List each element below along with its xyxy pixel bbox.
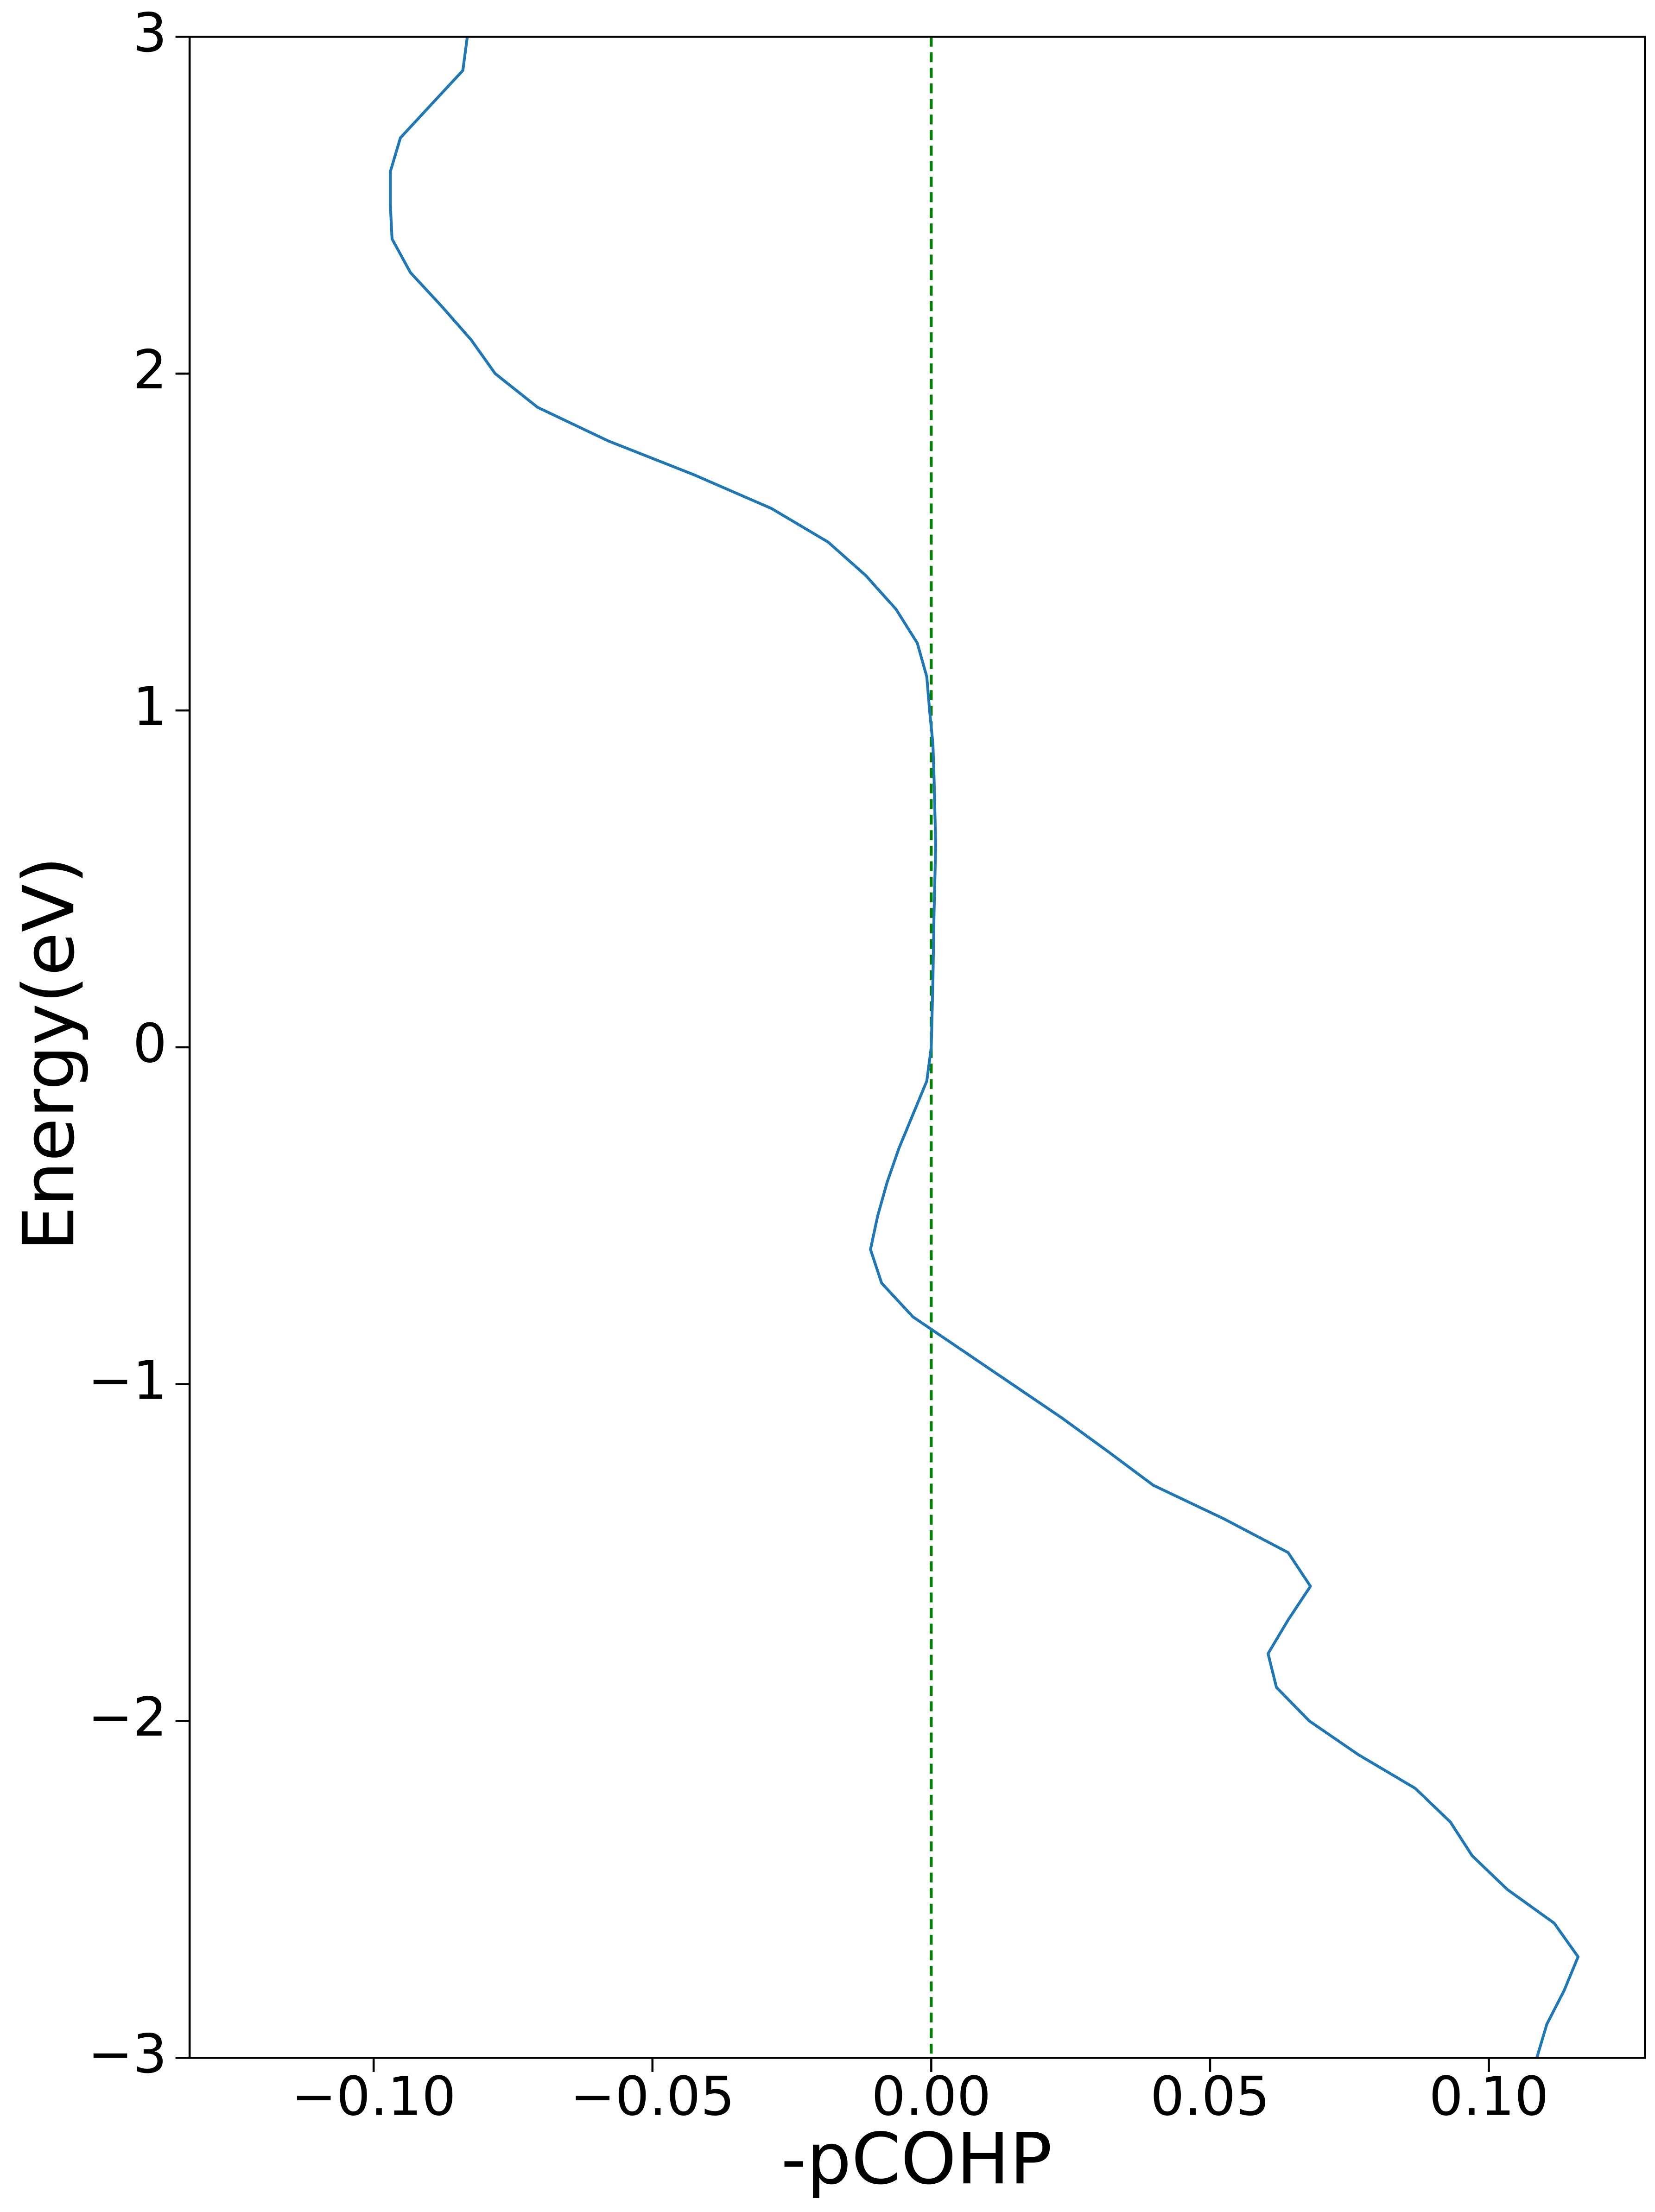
y-tick-label: −2 — [88, 1686, 167, 1749]
y-tick-label: −1 — [88, 1349, 167, 1412]
x-tick-label: −0.10 — [292, 2066, 456, 2128]
y-tick-label: −3 — [88, 2023, 167, 2085]
y-tick-label: 0 — [133, 1013, 167, 1075]
y-tick-label: 1 — [133, 676, 167, 738]
x-tick-label: −0.05 — [570, 2066, 735, 2128]
x-tick-label: 0.05 — [1150, 2066, 1270, 2128]
plot-frame — [188, 36, 1646, 2059]
x-tick-label: 0.00 — [871, 2066, 991, 2128]
x-axis-label: -pCOHP — [781, 2117, 1052, 2200]
x-tick-label: 0.10 — [1429, 2066, 1548, 2128]
y-axis-label: Energy(eV) — [7, 856, 90, 1251]
y-tick-label: 2 — [133, 339, 167, 401]
curve — [389, 36, 1580, 2059]
y-tick-label: 3 — [133, 2, 167, 64]
